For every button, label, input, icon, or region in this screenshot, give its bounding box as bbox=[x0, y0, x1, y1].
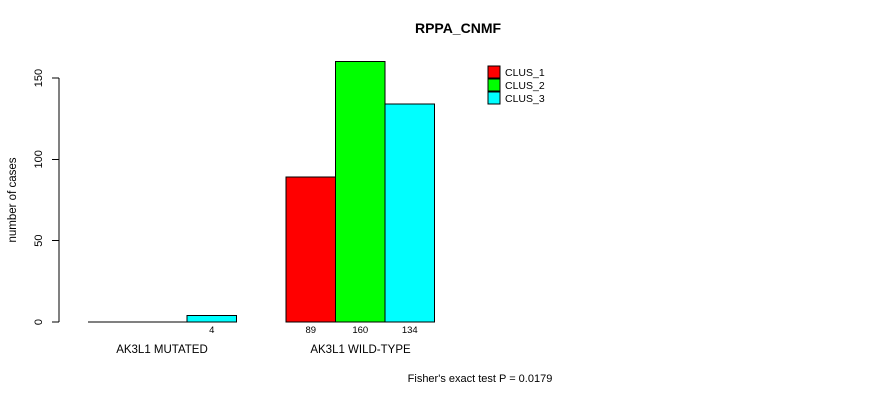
x-category-labels: AK3L1 MUTATED AK3L1 WILD-TYPE bbox=[116, 344, 411, 356]
legend-item: CLUS_1 bbox=[487, 65, 545, 79]
legend-item: CLUS_2 bbox=[487, 78, 545, 92]
legend-swatch-clus3 bbox=[487, 91, 501, 105]
y-tick-label: 0 bbox=[33, 319, 45, 325]
bar-clus_3 bbox=[384, 103, 435, 323]
legend-label-clus2: CLUS_2 bbox=[505, 80, 545, 92]
bar-value-labels: 4 89 160 134 bbox=[209, 325, 418, 336]
category-label-mutated: AK3L1 MUTATED bbox=[116, 344, 208, 356]
bar-clus_3 bbox=[186, 314, 237, 323]
bar-value-label: 160 bbox=[352, 325, 368, 336]
y-axis-label: number of cases bbox=[7, 157, 19, 242]
y-tick-label: 100 bbox=[33, 150, 45, 168]
legend-swatch-clus1 bbox=[487, 65, 501, 79]
legend: CLUS_1 CLUS_2 CLUS_3 bbox=[487, 65, 545, 105]
bar-clus_2 bbox=[335, 61, 386, 323]
bars-group bbox=[88, 61, 435, 323]
bar-clus_1 bbox=[285, 176, 336, 323]
legend-label-clus3: CLUS_3 bbox=[505, 93, 545, 105]
bar-value-label: 134 bbox=[402, 325, 418, 336]
bar-value-label: 4 bbox=[209, 325, 214, 336]
bar-value-label: 89 bbox=[305, 325, 316, 336]
legend-label-clus1: CLUS_1 bbox=[505, 67, 545, 79]
legend-swatch-clus2 bbox=[487, 78, 501, 92]
legend-item: CLUS_3 bbox=[487, 91, 545, 105]
stat-test-annotation: Fisher's exact test P = 0.0179 bbox=[408, 373, 553, 385]
y-tick-label: 50 bbox=[33, 235, 45, 247]
category-label-wildtype: AK3L1 WILD-TYPE bbox=[310, 344, 411, 356]
y-tick-label: 150 bbox=[33, 69, 45, 87]
y-axis: 0 50 100 150 bbox=[33, 69, 60, 325]
chart-title: RPPA_CNMF bbox=[415, 20, 502, 36]
